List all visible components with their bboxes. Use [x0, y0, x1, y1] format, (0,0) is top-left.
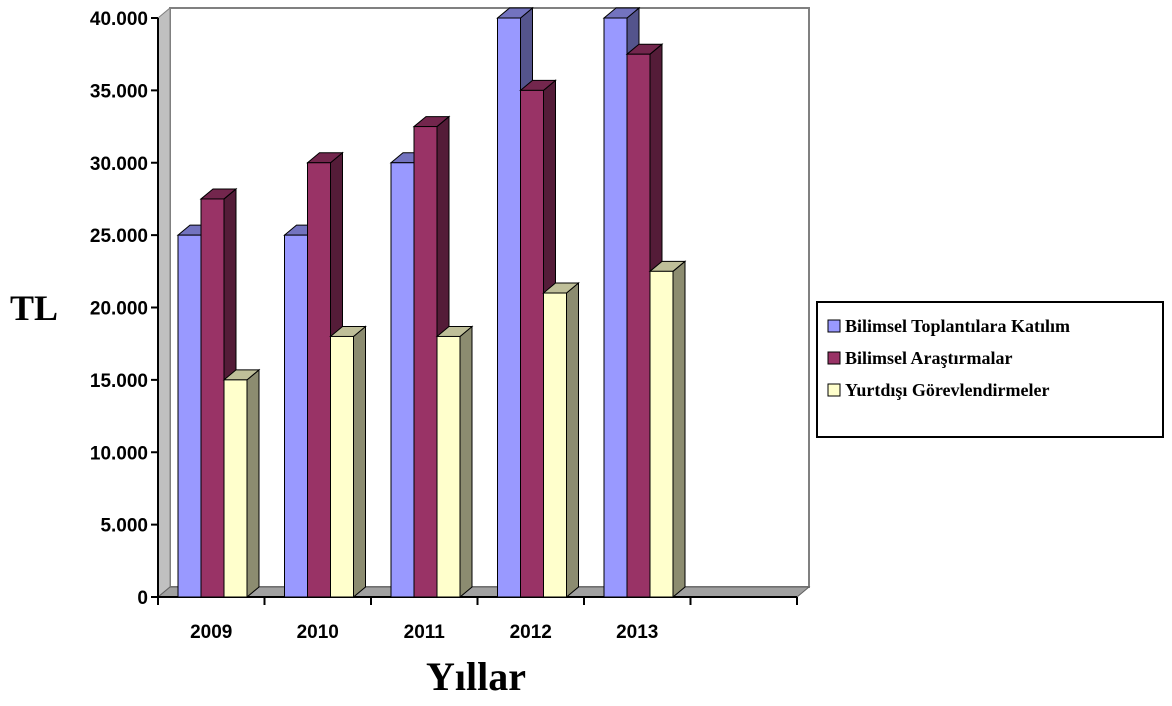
bar-side: [353, 325, 366, 599]
y-tick-label: 10.000: [90, 443, 148, 464]
bar-front: [649, 270, 674, 598]
bar-front: [603, 17, 628, 598]
legend-swatch: [827, 319, 841, 333]
bar-2010-series-3: [329, 325, 367, 599]
bar-side: [566, 281, 579, 599]
bar-front: [200, 198, 225, 598]
legend-item: Yurtdışı Görevlendirmeler: [827, 380, 1049, 400]
y-tick-label: 0: [137, 588, 148, 609]
legend-item: Bilimsel Araştırmalar: [827, 348, 1012, 368]
bar-front: [223, 379, 248, 598]
bar-2013-series-3: [648, 260, 687, 599]
bar-2011-series-3: [435, 325, 474, 599]
x-tick-label: 2010: [297, 622, 339, 643]
y-axis-title: TL: [10, 288, 58, 328]
plot-side-wall: [157, 6, 171, 599]
legend-label: Bilimsel Toplantılara Katılım: [845, 316, 1070, 336]
plot-back-wall: [169, 7, 810, 588]
bar-front: [543, 292, 567, 598]
y-tick-label: 30.000: [90, 154, 148, 175]
y-tick-label: 35.000: [90, 81, 148, 102]
bar-side: [246, 368, 260, 599]
bar-side: [459, 325, 473, 599]
bar-front: [413, 126, 438, 598]
y-tick-label: 25.000: [90, 226, 148, 247]
bar-front: [497, 17, 521, 598]
bar-2009-series-3: [222, 368, 261, 599]
bar-front: [390, 162, 415, 598]
bar-front: [307, 162, 331, 598]
legend-swatch: [827, 383, 841, 397]
y-tick-label: 40.000: [90, 9, 148, 30]
bar-side: [672, 260, 686, 599]
x-tick-label: 2013: [616, 622, 658, 643]
bar-front: [284, 234, 308, 598]
x-tick-label: 2011: [404, 622, 446, 643]
x-tick-label: 2009: [190, 622, 232, 643]
bar-2012-series-3: [542, 281, 580, 599]
legend-box: [816, 301, 1164, 438]
y-tick-label: 5.000: [100, 516, 148, 537]
x-axis-title: Yıllar: [426, 654, 526, 699]
x-tick-label: 2012: [510, 622, 552, 643]
bar-front: [626, 53, 651, 598]
legend-swatch: [827, 351, 841, 365]
y-tick-label: 20.000: [90, 299, 148, 320]
bar-front: [177, 234, 202, 598]
bar-front: [436, 335, 461, 598]
bar-front: [330, 335, 354, 598]
legend-label: Bilimsel Araştırmalar: [845, 348, 1012, 368]
legend-item: Bilimsel Toplantılara Katılım: [827, 316, 1070, 336]
y-tick-label: 15.000: [90, 371, 148, 392]
legend: Bilimsel Toplantılara Katılım Bilimsel Ar…: [816, 301, 1164, 438]
bar-front: [520, 89, 544, 598]
legend-label: Yurtdışı Görevlendirmeler: [845, 380, 1049, 400]
